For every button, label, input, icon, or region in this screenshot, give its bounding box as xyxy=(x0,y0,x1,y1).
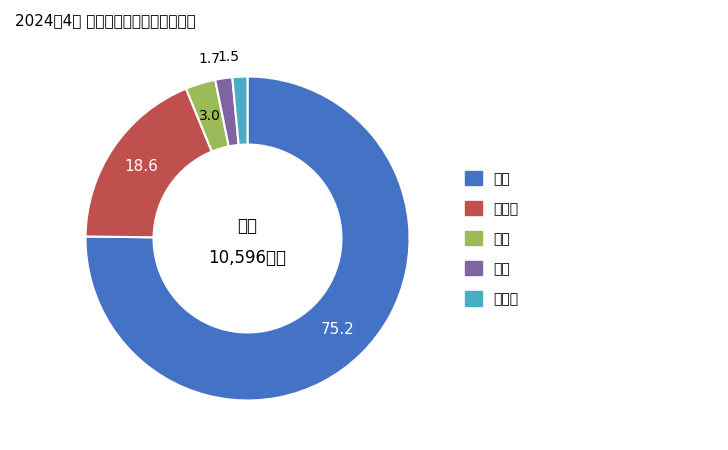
Wedge shape xyxy=(186,80,229,152)
Text: 1.7: 1.7 xyxy=(199,52,221,66)
Text: 18.6: 18.6 xyxy=(124,159,159,174)
Text: 3.0: 3.0 xyxy=(199,109,221,123)
Wedge shape xyxy=(215,77,239,146)
Wedge shape xyxy=(232,76,248,145)
Wedge shape xyxy=(85,89,212,237)
Legend: 中国, ドイツ, 米国, 台湾, その他: 中国, ドイツ, 米国, 台湾, その他 xyxy=(465,171,518,306)
Text: 10,596万円: 10,596万円 xyxy=(208,249,287,267)
Text: 75.2: 75.2 xyxy=(320,322,355,337)
Text: 総額: 総額 xyxy=(237,216,258,234)
Wedge shape xyxy=(85,76,410,400)
Text: 1.5: 1.5 xyxy=(217,50,239,64)
Text: 2024年4月 輸入相手国のシェア（％）: 2024年4月 輸入相手国のシェア（％） xyxy=(15,14,195,28)
